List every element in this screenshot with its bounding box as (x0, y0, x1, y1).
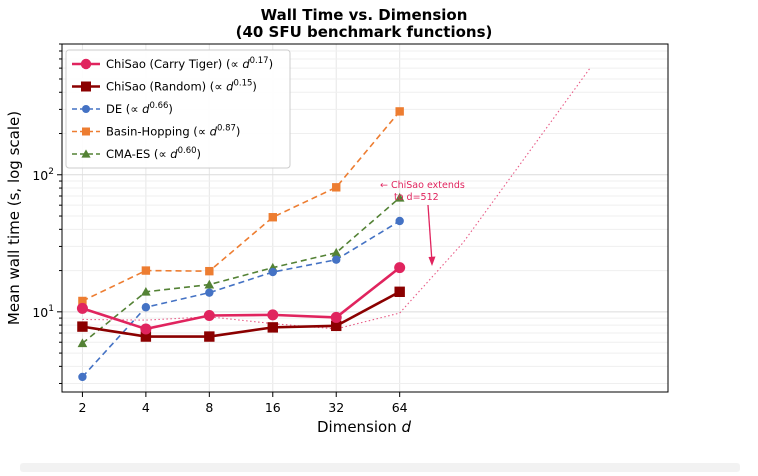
x-tick-label: 4 (142, 400, 150, 415)
data-point-de (268, 267, 277, 277)
legend-marker (81, 149, 91, 158)
data-point-random (140, 331, 152, 342)
legend-entry-random: ChiSao (Random) (∝ d0.15) (72, 79, 257, 94)
data-point-de (78, 372, 87, 382)
caption-fragment (0, 443, 758, 476)
data-point-random (77, 321, 88, 332)
series-line-de (81, 220, 401, 378)
legend-marker (80, 58, 92, 70)
caption-fragment-bar (20, 463, 740, 472)
data-point-carry (140, 323, 152, 335)
y-tick-label: 101 (32, 304, 54, 320)
plot-frame (61, 43, 669, 393)
data-point-cma (331, 247, 342, 257)
series-bh (78, 107, 404, 306)
series-line-random (82, 290, 401, 338)
data-point-de (141, 303, 151, 312)
data-point-cma (77, 338, 88, 348)
data-point-bh (205, 266, 214, 276)
series-layer (76, 107, 406, 382)
legend-label: CMA-ES (∝ d0.60) (106, 146, 201, 161)
data-point-cma (394, 192, 405, 202)
legend-entry-de: DE (∝ d0.66) (72, 101, 173, 116)
y-tick-label: 102 (32, 167, 54, 183)
legend-marker (82, 105, 90, 113)
annotation-arrow-shaft (427, 204, 433, 263)
data-point-de (395, 216, 404, 226)
data-point-cma (204, 279, 215, 289)
data-point-random (394, 286, 405, 297)
x-tick-label: 16 (265, 400, 281, 415)
legend-label: DE (∝ d0.66) (106, 101, 173, 116)
legend-box (65, 49, 291, 169)
legend-entry-cma: CMA-ES (∝ d0.60) (72, 146, 201, 161)
data-point-cma (141, 286, 151, 296)
data-point-carry (394, 262, 406, 274)
annotation-text-line-2: to d=512 (394, 192, 439, 203)
data-point-bh (395, 107, 404, 116)
x-tick-label: 32 (328, 400, 344, 415)
data-point-bh (332, 183, 341, 192)
chart-title-line-1: Wall Time vs. Dimension (261, 6, 468, 24)
series-line-carry (82, 266, 401, 331)
legend-entry-bh: Basin-Hopping (∝ d0.87) (72, 124, 240, 139)
legend-entry-carry: ChiSao (Carry Tiger) (∝ d0.17) (72, 56, 273, 71)
series-random (77, 286, 405, 342)
x-axis-ticks: 2 4 8 16 32 64 (78, 392, 408, 415)
x-tick-label: 64 (392, 400, 408, 415)
data-point-bh (141, 266, 151, 275)
x-tick-label: 8 (205, 400, 213, 415)
legend-label: Basin-Hopping (∝ d0.87) (106, 124, 240, 139)
data-point-carry (267, 309, 279, 321)
data-point-bh (268, 213, 277, 222)
data-point-random (331, 320, 342, 332)
annotation-text-line-1: ← ChiSao extends (380, 180, 465, 191)
y-axis-ticks: 101 102 (32, 43, 62, 384)
data-point-bh (78, 296, 87, 306)
series-line-bh (82, 110, 401, 302)
annotation-arrowhead (428, 256, 436, 266)
data-point-de (332, 255, 341, 264)
data-point-carry (203, 310, 215, 322)
data-point-random (267, 322, 278, 333)
x-axis-label: Dimension d (317, 418, 412, 436)
data-point-random (204, 331, 215, 342)
series-de (78, 216, 404, 382)
legend-marker (81, 81, 91, 92)
data-point-carry (76, 302, 88, 314)
legend-label: ChiSao (Carry Tiger) (∝ d0.17) (106, 56, 273, 71)
series-line-cma (81, 197, 401, 344)
legend-marker (82, 127, 90, 136)
annotation: ← ChiSao extends to d=512 (380, 180, 465, 266)
legend-label: ChiSao (Random) (∝ d0.15) (106, 79, 257, 94)
x-axis-label-text: Dimension (317, 418, 402, 436)
series-carry (76, 262, 406, 335)
x-tick-label: 2 (78, 400, 86, 415)
data-point-de (205, 288, 214, 297)
data-point-carry (330, 311, 342, 323)
y-axis-label: Mean wall time (s, log scale) (5, 111, 23, 325)
legend: ChiSao (Carry Tiger) (∝ d0.17) ChiSao (Ra… (65, 49, 291, 169)
chart-title-line-2: (40 SFU benchmark functions) (236, 23, 493, 41)
x-axis-label-variable: d (401, 418, 411, 436)
chart: Wall Time vs. Dimension (40 SFU benchmar… (5, 6, 669, 436)
